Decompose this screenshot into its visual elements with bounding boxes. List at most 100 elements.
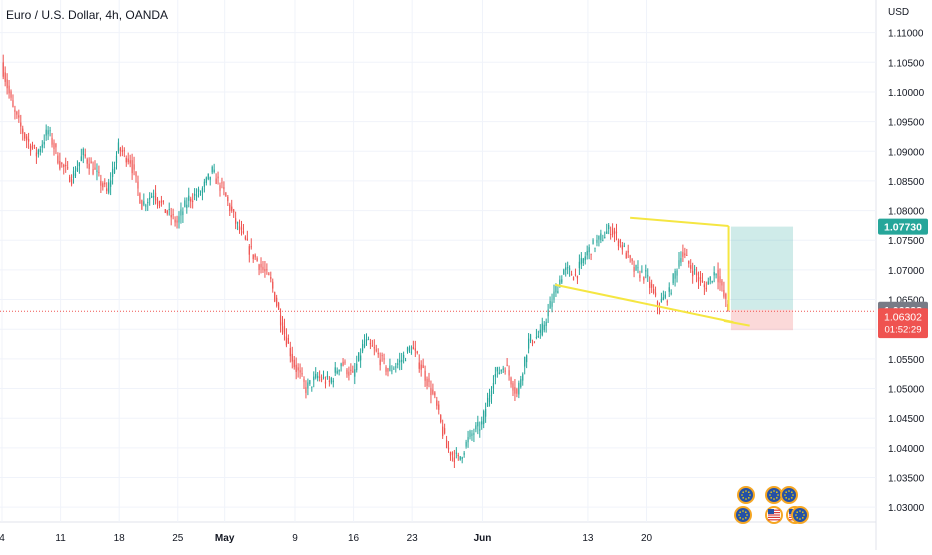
candle-body (225, 192, 227, 197)
time-axis[interactable]: 4 11 18 25 May 9 16 23 Jun 13 20 (0, 533, 653, 544)
eu-flag-icon[interactable] (734, 506, 752, 524)
candle-body (418, 362, 420, 369)
candle-body (238, 226, 241, 231)
icon-star (802, 511, 804, 513)
candle-body (311, 386, 313, 388)
candle-body (350, 369, 352, 371)
candle-body (485, 409, 487, 417)
candle-body (29, 145, 32, 152)
price-tick-label: 1.10000 (888, 88, 925, 99)
candle-body (596, 239, 598, 243)
eu-flag-icon[interactable] (737, 486, 755, 504)
candle-body (344, 361, 346, 363)
candle-body (70, 179, 73, 185)
channel-extension-line (723, 319, 750, 327)
candle-body (277, 302, 280, 310)
price-axis[interactable]: USD 1.11000 1.10500 1.10000 1.09500 1.09000 1.… (878, 7, 928, 514)
candle-body (303, 378, 305, 382)
candle-body (703, 284, 705, 288)
time-tick-label: 25 (172, 533, 184, 544)
candle-body (143, 201, 145, 205)
candle-body (438, 404, 440, 410)
icon-star (746, 514, 748, 516)
candle-body (254, 254, 256, 258)
eu-flag-icon[interactable] (780, 486, 798, 504)
candle-body (461, 457, 463, 459)
candle-body (182, 211, 184, 216)
candle-body (305, 387, 307, 393)
us-flag-icon[interactable] (765, 506, 783, 524)
candle-body (131, 160, 133, 174)
candle-body (444, 428, 446, 434)
candle-body (664, 294, 666, 298)
candle-body (285, 336, 288, 346)
candle-body (123, 150, 125, 152)
price-tick-label: 1.03000 (888, 503, 925, 514)
candle-body (219, 185, 221, 191)
candle-body (158, 201, 161, 206)
candle-body (594, 247, 596, 249)
price-tick-label: 1.10500 (888, 58, 925, 69)
candle-body (152, 196, 155, 198)
candle-body (354, 369, 356, 377)
candle-body (565, 267, 567, 270)
candle-body (617, 240, 620, 247)
candle-body (401, 359, 403, 362)
icon-face (736, 508, 750, 522)
candle-body (274, 292, 276, 302)
candle-body (676, 270, 678, 276)
candle-body (526, 355, 528, 363)
candle-body (635, 264, 637, 270)
candle-body (414, 348, 416, 351)
candle-body (522, 374, 524, 381)
candle-body (486, 397, 489, 407)
candle-body (211, 166, 213, 173)
candle-body (72, 170, 75, 178)
candle-body (709, 276, 711, 281)
candle-body (477, 421, 479, 427)
candle-body (516, 389, 518, 394)
candle-body (217, 176, 219, 179)
candle-body (467, 437, 469, 443)
icon-star (745, 490, 747, 492)
candle-body (408, 347, 411, 351)
icon-star (795, 514, 797, 516)
candle-body (504, 370, 506, 372)
candle-body (541, 323, 543, 336)
candle-body (582, 258, 584, 264)
icon-star (745, 511, 747, 513)
candle-body (707, 281, 709, 285)
candle-body (471, 433, 473, 436)
candle-body (399, 360, 401, 363)
candle-body (53, 142, 55, 150)
candle-body (639, 274, 641, 278)
candle-body (4, 72, 6, 82)
candle-body (98, 171, 100, 174)
candle-body (451, 452, 454, 455)
candle-body (92, 169, 94, 175)
candle-body (295, 364, 297, 372)
candle-body (63, 164, 65, 167)
candle-body (37, 150, 39, 155)
candle-body (715, 273, 717, 276)
candle-body (86, 159, 88, 164)
icon-star (776, 497, 778, 499)
candle-body (180, 209, 182, 216)
calendar-icons[interactable] (734, 486, 809, 524)
candle-body (221, 182, 223, 184)
icon-face (793, 508, 807, 522)
candle-body (172, 214, 174, 216)
eu-flag-icon[interactable] (791, 506, 809, 524)
candle-body (690, 265, 692, 269)
candle-body (569, 268, 571, 270)
candle-body (76, 167, 79, 172)
candle-body (313, 376, 315, 381)
channel-layer (554, 216, 750, 327)
candle-body (369, 343, 372, 345)
candle-body (145, 205, 147, 207)
candle-body (684, 253, 686, 256)
candle-body (524, 356, 526, 367)
eu-flag-icon[interactable] (765, 486, 783, 504)
